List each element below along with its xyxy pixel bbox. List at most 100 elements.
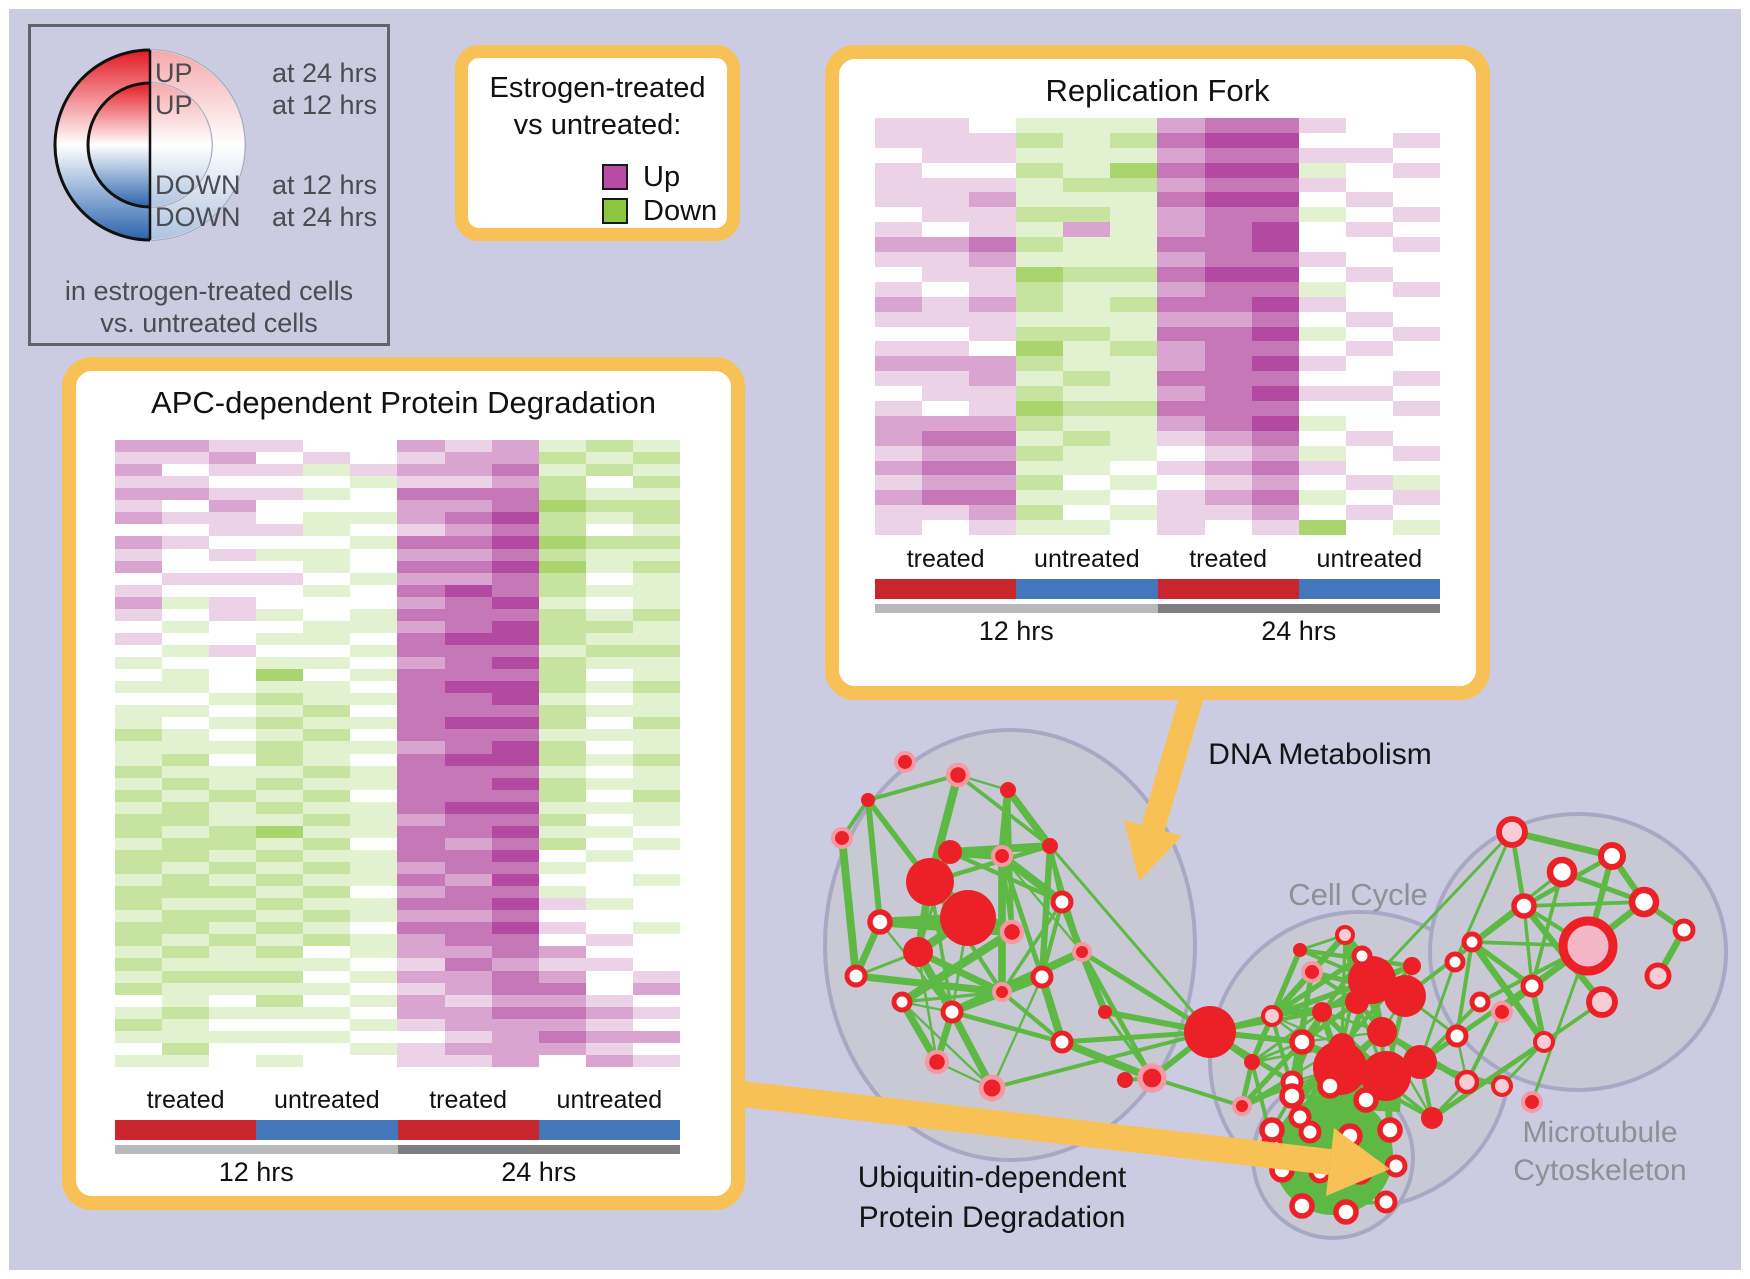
heatmap-cell <box>397 789 445 802</box>
heatmap-cell <box>162 681 210 694</box>
heatmap-cell <box>632 813 680 826</box>
heatmap-cell <box>1345 132 1393 148</box>
heatmap-cell <box>209 1006 257 1019</box>
heatmap-cell <box>256 837 304 850</box>
heatmap-cell <box>1063 356 1111 372</box>
heatmap-cell <box>585 536 633 549</box>
heatmap-cell <box>1251 281 1299 297</box>
heatmap-cell <box>303 632 351 645</box>
heatmap-cell <box>1016 296 1064 312</box>
heatmap-cell <box>538 837 586 850</box>
heatmap-cell <box>491 644 539 658</box>
time-group-label: 24 hrs <box>501 1157 577 1187</box>
heatmap-cell <box>115 681 163 694</box>
heatmap-cell <box>1063 311 1111 327</box>
heatmap-cell <box>538 548 586 561</box>
heatmap-cell <box>115 934 163 947</box>
heatmap-cell <box>397 524 445 537</box>
heatmap-cell <box>350 862 398 875</box>
heatmap-cell <box>350 934 398 947</box>
heatmap-cell <box>350 753 398 766</box>
up-label: Up <box>643 160 681 193</box>
heatmap-cell <box>969 252 1017 267</box>
heatmap-cell <box>491 608 539 621</box>
heatmap-cell <box>256 584 304 597</box>
heatmap-cell <box>444 572 492 585</box>
heatmap-cell <box>1251 237 1299 253</box>
heatmap-cell <box>1251 266 1299 282</box>
heatmap-cell <box>397 946 445 959</box>
heatmap-cell <box>256 681 304 694</box>
heatmap-cell <box>538 789 586 802</box>
ring-time-label: at 24 hrs <box>272 202 378 232</box>
heatmap-cell <box>1016 147 1064 163</box>
heatmap-cell <box>444 886 492 899</box>
heatmap-cell <box>397 560 445 573</box>
heatmap-cell <box>1063 147 1111 163</box>
heatmap-cell <box>397 922 445 935</box>
heatmap-cell <box>1392 326 1440 342</box>
heatmap-cell <box>538 922 586 935</box>
heatmap-cell <box>538 512 586 525</box>
heatmap-cell <box>585 934 633 947</box>
heatmap-cell <box>1345 445 1393 461</box>
heatmap-cell <box>969 520 1017 535</box>
heatmap-cell <box>1204 296 1252 312</box>
heatmap-cell <box>922 400 970 416</box>
heatmap-cell <box>115 572 163 585</box>
heatmap-cell <box>397 765 445 778</box>
heatmap-cell <box>1392 490 1440 506</box>
heatmap-cell <box>1157 237 1205 253</box>
heatmap-cell <box>1016 356 1064 372</box>
heatmap-cell <box>256 886 304 899</box>
heatmap-cell <box>303 837 351 850</box>
heatmap-cell <box>632 982 680 995</box>
heatmap-cell <box>397 741 445 754</box>
heatmap-cell <box>350 488 398 501</box>
heatmap-cell <box>1016 475 1064 491</box>
heatmap-cell <box>875 341 923 357</box>
heatmap-cell <box>350 874 398 887</box>
heatmap-cell <box>209 753 257 766</box>
heatmap-cell <box>969 490 1017 506</box>
heatmap-cell <box>585 620 633 633</box>
heatmap-cell <box>162 994 210 1007</box>
heatmap-cell <box>444 753 492 766</box>
heatmap-cell <box>397 488 445 501</box>
heatmap-cell <box>1016 460 1064 476</box>
heatmap-cell <box>922 237 970 253</box>
cluster-label-ubiquitin-degradation: Ubiquitin-dependent Protein Degradation <box>817 1158 1167 1238</box>
heatmap-cell <box>256 632 304 645</box>
heatmap-cell <box>632 970 680 983</box>
heatmap-cell <box>397 729 445 742</box>
heatmap-cell <box>115 644 163 658</box>
heatmap-cell <box>1157 207 1205 223</box>
heatmap-cell <box>585 741 633 754</box>
heatmap-cell <box>115 741 163 754</box>
heatmap-cell <box>1063 118 1111 133</box>
heatmap-cell <box>397 584 445 597</box>
heatmap-cell <box>585 440 633 453</box>
heatmap-cell <box>922 177 970 193</box>
heatmap-cell <box>1251 147 1299 163</box>
heatmap-cell <box>1157 341 1205 357</box>
heatmap-cell <box>1345 118 1393 133</box>
heatmap-cell <box>1251 222 1299 238</box>
heatmap-cell <box>209 994 257 1007</box>
time-group-label: 24 hrs <box>1261 616 1337 646</box>
heatmap-cell <box>969 445 1017 461</box>
heatmap-cell <box>632 946 680 959</box>
heatmap-cell <box>1345 177 1393 193</box>
heatmap-cell <box>1016 386 1064 401</box>
heatmap-cell <box>969 326 1017 342</box>
heatmap-cell <box>444 994 492 1007</box>
heatmap-cell <box>1251 296 1299 312</box>
heatmap-cell <box>162 500 210 513</box>
heatmap-cell <box>632 657 680 670</box>
heatmap-cell <box>303 608 351 621</box>
heatmap-cell <box>256 946 304 959</box>
heatmap-cell <box>491 946 539 959</box>
heatmap-cell <box>632 1054 680 1067</box>
heatmap-cell <box>162 765 210 778</box>
heatmap-cell <box>1345 520 1393 535</box>
